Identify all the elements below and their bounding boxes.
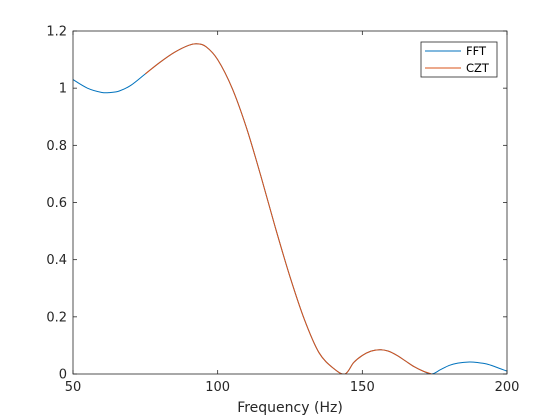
plot-area [73,31,507,374]
ticks-layer: 50 100 150 200 0 0.2 0.4 0.6 0.8 1 1.2 [46,25,519,396]
x-tick-label: 150 [350,380,375,395]
legend: FFT CZT [420,41,498,78]
y-tick-label: 0 [59,368,67,383]
x-tick-label: 50 [65,380,82,395]
series-layer [73,43,507,374]
x-tick-label: 100 [205,380,230,395]
legend-box [420,41,498,78]
y-tick-label: 0.4 [46,253,67,268]
series-line-czt [145,43,432,374]
x-axis-label: Frequency (Hz) [237,400,343,416]
y-tick-label: 1.2 [46,25,67,40]
x-tick-label: 200 [495,380,520,395]
legend-fft-label: FFT [466,44,487,58]
y-tick-label: 1 [59,82,67,97]
y-tick-label: 0.2 [46,310,67,325]
y-tick-label: 0.8 [46,139,67,154]
legend-czt-label: CZT [466,61,490,75]
y-tick-label: 0.6 [46,196,67,211]
